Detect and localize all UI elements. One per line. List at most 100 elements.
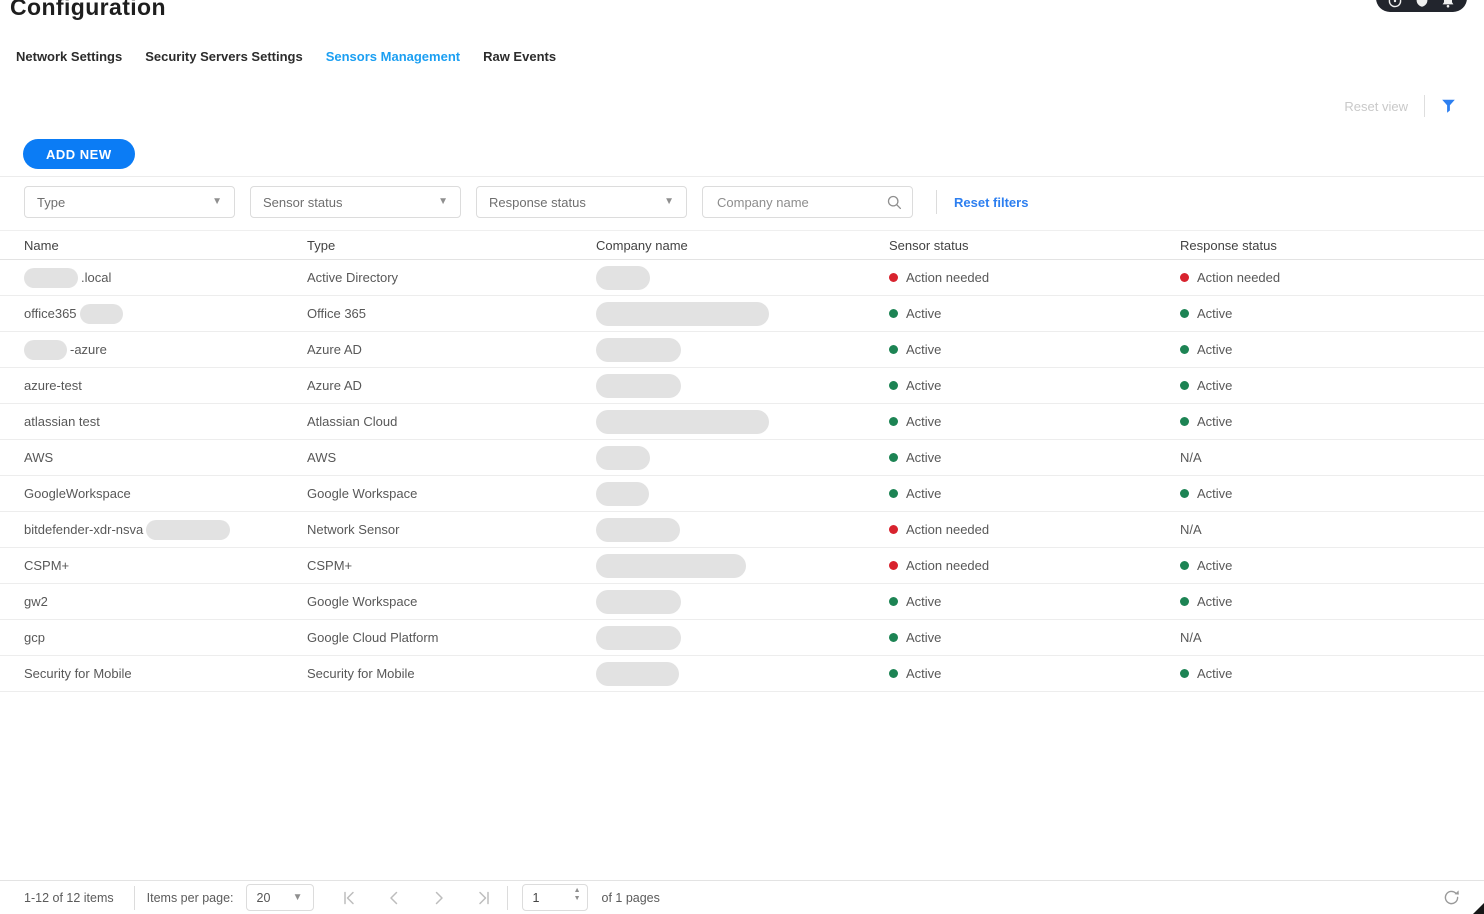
last-page-button[interactable] bbox=[475, 889, 493, 907]
chevron-down-icon: ▼ bbox=[438, 196, 448, 207]
column-header-sensor-status: Sensor status bbox=[889, 237, 969, 253]
redacted-text bbox=[596, 301, 769, 326]
divider bbox=[1424, 95, 1425, 117]
chevron-down-icon: ▼ bbox=[212, 196, 222, 207]
stepper-up-icon[interactable]: ▲ bbox=[573, 887, 581, 894]
refresh-button[interactable] bbox=[1443, 889, 1460, 906]
sensor-name: CSPM+ bbox=[24, 558, 70, 573]
sensor-name: .local bbox=[81, 270, 112, 285]
items-range-label: 1-12 of 12 items bbox=[24, 890, 114, 905]
status-dot-icon bbox=[889, 561, 898, 570]
table-row[interactable]: .local Active Directory Action needed Actio… bbox=[0, 260, 1484, 296]
table-row[interactable]: atlassian test Atlassian Cloud Active Activ… bbox=[0, 404, 1484, 440]
stepper-down-icon[interactable]: ▼ bbox=[573, 895, 581, 902]
table-row[interactable]: AWS AWS Active N/A bbox=[0, 440, 1484, 476]
status-na: N/A bbox=[1180, 450, 1202, 465]
page-number-input[interactable] bbox=[522, 889, 573, 906]
type-filter-dropdown[interactable]: Type ▼ bbox=[24, 186, 235, 218]
topbar-icon-pill bbox=[1376, 0, 1467, 12]
sensor-name: bitdefender-xdr-nsva bbox=[24, 522, 144, 537]
table-row[interactable]: CSPM+ CSPM+ Action needed Active bbox=[0, 548, 1484, 584]
sensor-status-filter-dropdown[interactable]: Sensor status ▼ bbox=[250, 186, 461, 218]
table-row[interactable]: gcp Google Cloud Platform Active N/A bbox=[0, 620, 1484, 656]
reset-filters-link[interactable]: Reset filters bbox=[954, 194, 1029, 210]
table-row[interactable]: bitdefender-xdr-nsva Network Sensor Action… bbox=[0, 512, 1484, 548]
sensor-status-filter-label: Sensor status bbox=[263, 194, 343, 210]
cell-sensor-status: Action needed bbox=[889, 558, 1180, 573]
cell-response-status: N/A bbox=[1180, 522, 1484, 537]
status-dot-icon bbox=[1180, 309, 1189, 318]
cell-sensor-status: Active bbox=[889, 594, 1180, 609]
status-dot-icon bbox=[889, 273, 898, 282]
redacted-text bbox=[596, 373, 681, 398]
sensor-name: office365 bbox=[24, 306, 77, 321]
status-badge: Active bbox=[1180, 666, 1232, 681]
table-row[interactable]: -azure Azure AD Active Active bbox=[0, 332, 1484, 368]
table-row[interactable]: Security for Mobile Security for Mobile Ac… bbox=[0, 656, 1484, 692]
items-per-page-dropdown[interactable]: 20 ▼ bbox=[245, 884, 314, 911]
status-dot-icon bbox=[889, 525, 898, 534]
tab-bar: Network Settings Security Servers Settin… bbox=[16, 49, 556, 64]
add-new-button[interactable]: ADD NEW bbox=[23, 139, 135, 169]
tab-network-settings[interactable]: Network Settings bbox=[16, 49, 123, 64]
cell-name: Security for Mobile bbox=[24, 666, 307, 681]
table-row[interactable]: gw2 Google Workspace Active Active bbox=[0, 584, 1484, 620]
cell-sensor-status: Active bbox=[889, 630, 1180, 645]
shield-icon[interactable] bbox=[1415, 0, 1429, 8]
reset-view-link[interactable]: Reset view bbox=[1344, 98, 1408, 114]
pagination-bar: 1-12 of 12 items Items per page: 20 ▼ bbox=[0, 880, 1484, 914]
cell-name: AWS bbox=[24, 450, 307, 465]
cell-response-status: Active bbox=[1180, 306, 1484, 321]
table-row[interactable]: azure-test Azure AD Active Active bbox=[0, 368, 1484, 404]
filter-bar: Type ▼ Sensor status ▼ Response status ▼… bbox=[24, 186, 1028, 218]
status-badge: Active bbox=[1180, 558, 1232, 573]
sensor-name: GoogleWorkspace bbox=[24, 486, 131, 501]
bell-icon[interactable] bbox=[1441, 0, 1455, 8]
table-row[interactable]: GoogleWorkspace Google Workspace Active Act… bbox=[0, 476, 1484, 512]
funnel-icon[interactable] bbox=[1441, 99, 1456, 114]
table-body: .local Active Directory Action needed Actio… bbox=[0, 260, 1484, 692]
redacted-text bbox=[596, 661, 679, 686]
first-page-button[interactable] bbox=[340, 889, 358, 907]
status-dot-icon bbox=[1180, 597, 1189, 606]
cell-response-status: Active bbox=[1180, 342, 1484, 357]
cell-company bbox=[596, 265, 889, 290]
response-status-filter-dropdown[interactable]: Response status ▼ bbox=[476, 186, 687, 218]
status-badge: Action needed bbox=[889, 270, 989, 285]
tab-raw-events[interactable]: Raw Events bbox=[483, 49, 557, 64]
help-icon[interactable] bbox=[1388, 0, 1402, 8]
search-icon bbox=[887, 195, 902, 210]
cell-company bbox=[596, 445, 889, 470]
cell-type: Network Sensor bbox=[307, 522, 400, 537]
cell-company bbox=[596, 301, 889, 326]
chevron-down-icon: ▼ bbox=[664, 196, 674, 207]
toolbar-divider bbox=[0, 176, 1484, 177]
status-dot-icon bbox=[1180, 417, 1189, 426]
cell-company bbox=[596, 481, 889, 506]
next-page-button[interactable] bbox=[430, 889, 448, 907]
redacted-text bbox=[596, 553, 746, 578]
redacted-text bbox=[596, 409, 769, 434]
sensor-name: gw2 bbox=[24, 594, 48, 609]
sensor-name: gcp bbox=[24, 630, 45, 645]
column-header-type: Type bbox=[307, 237, 336, 253]
cell-type: AWS bbox=[307, 450, 337, 465]
cell-sensor-status: Active bbox=[889, 450, 1180, 465]
items-per-page-label: Items per page: bbox=[146, 890, 234, 905]
cell-type: Active Directory bbox=[307, 270, 399, 285]
status-dot-icon bbox=[1180, 561, 1189, 570]
tab-security-servers-settings[interactable]: Security Servers Settings bbox=[145, 49, 303, 64]
redacted-text bbox=[596, 265, 650, 290]
tab-sensors-management[interactable]: Sensors Management bbox=[325, 49, 461, 64]
previous-page-button[interactable] bbox=[385, 889, 403, 907]
table-row[interactable]: office365 Office 365 Active Active bbox=[0, 296, 1484, 332]
company-name-search[interactable] bbox=[702, 186, 913, 218]
cell-name: gw2 bbox=[24, 594, 307, 609]
status-dot-icon bbox=[1180, 273, 1189, 282]
page-title: Configuration bbox=[10, 0, 166, 20]
resize-corner-icon bbox=[1473, 903, 1484, 914]
status-badge: Active bbox=[889, 666, 941, 681]
company-name-search-input[interactable] bbox=[715, 193, 887, 211]
cell-type: Azure AD bbox=[307, 378, 362, 393]
status-badge: Active bbox=[1180, 414, 1232, 429]
